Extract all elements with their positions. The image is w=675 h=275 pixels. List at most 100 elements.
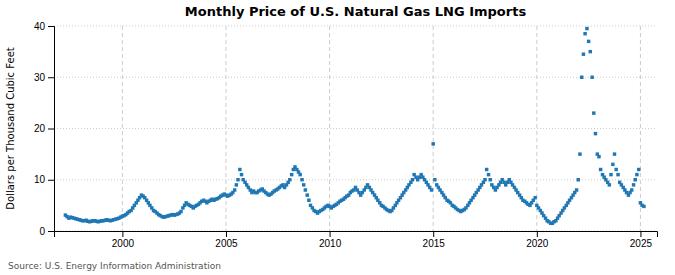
tick: 0 xyxy=(39,226,54,237)
point xyxy=(594,132,597,135)
point xyxy=(608,183,611,186)
point xyxy=(597,155,600,158)
tick-mark xyxy=(537,231,538,237)
point xyxy=(288,178,291,181)
grid-line xyxy=(54,179,657,180)
point xyxy=(483,178,486,181)
tick: 2005 xyxy=(215,231,238,249)
axis-line xyxy=(55,232,658,238)
tick-mark xyxy=(48,129,54,130)
plot: 2000 2005 2010 2015 2020 2025 0 10 20 30 40 xyxy=(34,21,658,249)
annotation: Source: U.S. Energy Information Administ… xyxy=(8,261,221,271)
point xyxy=(609,173,612,176)
grid-line xyxy=(122,26,123,231)
point xyxy=(488,178,491,181)
tick-label: 2000 xyxy=(112,238,135,249)
tick: 2000 xyxy=(112,231,135,249)
y-axis: 0 10 20 30 40 xyxy=(34,21,55,237)
point xyxy=(575,188,578,191)
tick-label: 2020 xyxy=(526,238,549,249)
grid-line xyxy=(225,26,226,231)
tick-mark xyxy=(48,180,54,181)
point xyxy=(298,173,301,176)
point xyxy=(616,173,619,176)
tick-mark xyxy=(48,77,54,78)
point xyxy=(587,40,590,43)
tick: 30 xyxy=(34,72,54,83)
point xyxy=(599,168,602,171)
points xyxy=(64,27,646,225)
point xyxy=(305,193,308,196)
grid-line xyxy=(54,26,657,27)
point xyxy=(577,178,580,181)
point xyxy=(642,205,645,208)
point xyxy=(634,178,637,181)
grid-line xyxy=(536,26,537,231)
point xyxy=(613,152,616,155)
point xyxy=(630,188,633,191)
grid-line xyxy=(54,77,657,78)
point xyxy=(431,142,434,145)
tick: 2015 xyxy=(423,231,446,249)
point xyxy=(238,168,241,171)
grid-line xyxy=(329,26,330,231)
point xyxy=(240,173,243,176)
point xyxy=(578,152,581,155)
axis-line xyxy=(48,27,55,232)
tick-label: 2010 xyxy=(319,238,342,249)
point xyxy=(582,52,585,55)
tick-mark xyxy=(48,231,54,232)
tick-label: 2015 xyxy=(423,238,446,249)
point xyxy=(233,188,236,191)
grid-line xyxy=(433,26,434,231)
tick-mark xyxy=(433,231,434,237)
tick-mark xyxy=(122,231,123,237)
title: Monthly Price of U.S. Natural Gas LNG Im… xyxy=(185,4,527,19)
tick: 40 xyxy=(34,21,54,32)
tick-label: 10 xyxy=(34,174,46,185)
point xyxy=(433,178,436,181)
point xyxy=(290,173,293,176)
point xyxy=(302,183,305,186)
grid-line xyxy=(640,26,641,231)
point xyxy=(487,173,490,176)
point xyxy=(583,32,586,35)
point xyxy=(635,173,638,176)
point xyxy=(614,168,617,171)
point xyxy=(307,199,310,202)
tick-label: 20 xyxy=(34,123,46,134)
tick: 2020 xyxy=(526,231,549,249)
x-axis: 2000 2005 2010 2015 2020 2025 xyxy=(55,231,658,249)
point xyxy=(580,76,583,79)
point xyxy=(430,188,433,191)
point xyxy=(589,50,592,53)
tick: 2025 xyxy=(630,231,653,249)
point xyxy=(300,178,303,181)
point xyxy=(611,163,614,166)
tick-label: 2005 xyxy=(215,238,238,249)
point xyxy=(632,183,635,186)
point xyxy=(235,183,238,186)
tick-label: 30 xyxy=(34,72,46,83)
tick: 10 xyxy=(34,174,54,185)
point xyxy=(590,76,593,79)
tick: 2010 xyxy=(319,231,342,249)
tick: 20 xyxy=(34,123,54,134)
point xyxy=(411,178,414,181)
point xyxy=(179,210,182,213)
grid xyxy=(54,26,657,231)
point xyxy=(485,168,488,171)
point xyxy=(592,111,595,114)
tick-mark xyxy=(330,231,331,237)
y-axis-title: Dollars per Thousand Cubic Feet xyxy=(5,47,16,210)
tick-label: 0 xyxy=(39,226,45,237)
point xyxy=(585,27,588,30)
tick-label: 2025 xyxy=(630,238,653,249)
point xyxy=(533,196,536,199)
tick-mark xyxy=(226,231,227,237)
point xyxy=(236,178,239,181)
point xyxy=(637,168,640,171)
chart: 2000 2005 2010 2015 2020 2025 0 10 20 30 40 Monthly… xyxy=(0,0,675,275)
tick-mark xyxy=(640,231,641,237)
point xyxy=(304,188,307,191)
